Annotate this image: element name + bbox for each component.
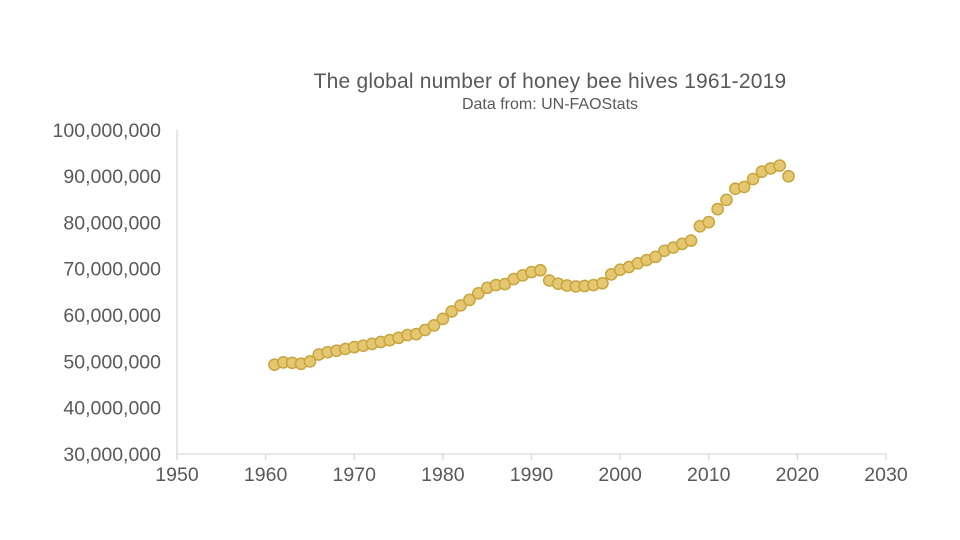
data-point [463, 293, 476, 307]
x-tick-label: 1980 [421, 464, 465, 486]
data-point [746, 172, 760, 186]
x-tick-label: 2010 [687, 464, 731, 486]
data-point [773, 159, 787, 172]
y-tick-label: 30,000,000 [63, 444, 161, 466]
data-point [782, 169, 795, 183]
x-tick-label: 2000 [598, 464, 642, 486]
data-point [737, 180, 751, 194]
x-tick-label: 1950 [155, 464, 199, 486]
data-point [649, 250, 662, 264]
x-tick-label: 2030 [864, 464, 908, 486]
data-point [684, 234, 698, 247]
x-tick-label: 2020 [776, 464, 820, 486]
y-tick-label: 60,000,000 [63, 305, 161, 327]
data-point [471, 287, 485, 300]
x-axis: 1950 1960 1970 1980 1990 2000 2010 2020 2030 [155, 453, 908, 486]
y-tick-label: 70,000,000 [63, 259, 161, 281]
data-point [534, 263, 547, 277]
data-series [268, 159, 795, 372]
data-point [454, 299, 467, 312]
x-tick-label: 1970 [333, 464, 377, 486]
data-point [436, 312, 450, 326]
y-tick-label: 90,000,000 [63, 166, 161, 188]
data-point [720, 193, 733, 207]
x-tick-label: 1960 [244, 464, 288, 486]
data-point [702, 215, 716, 229]
y-tick-label: 40,000,000 [63, 398, 161, 420]
y-tick-label: 100,000,000 [53, 120, 162, 142]
chart-subtitle: Data from: UN-FAOStats [461, 96, 639, 113]
y-axis: 30,000,000 40,000,000 50,000,000 60,000,000… [53, 120, 178, 466]
data-point [596, 276, 609, 290]
y-tick-label: 80,000,000 [63, 212, 161, 234]
x-tick-label: 1990 [510, 464, 554, 486]
data-point [445, 305, 459, 318]
y-tick-label: 50,000,000 [63, 351, 161, 373]
data-point [427, 318, 441, 332]
chart-title: The global number of honey bee hives 196… [313, 70, 787, 93]
data-point [303, 355, 317, 368]
data-point [711, 202, 724, 216]
